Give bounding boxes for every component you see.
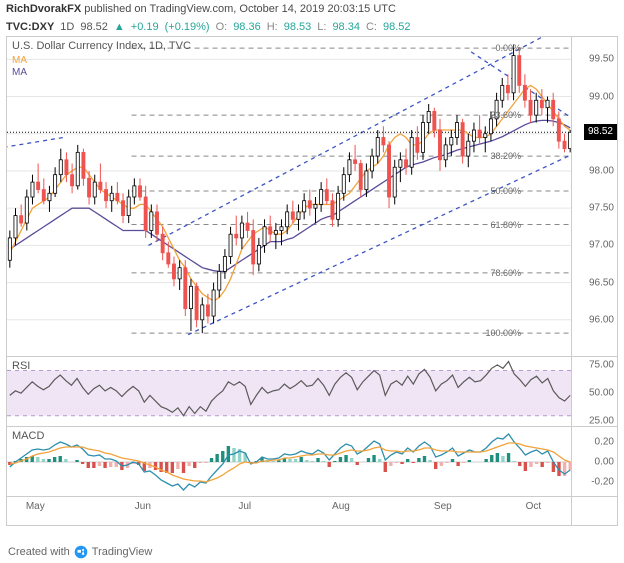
y-axis-label: 75.00 [589,359,614,370]
ohlc-l: 98.34 [332,18,360,36]
time-axis-label: Sep [434,501,452,512]
time-axis-label: Oct [526,501,542,512]
ohlc-h: 98.53 [284,18,312,36]
chart-container: RichDvorakFX published on TradingView.co… [0,0,624,563]
tradingview-logo-icon [74,545,88,559]
macd-panel[interactable]: -0.20 0.00 0.20 MACD [7,427,617,497]
publish-header: RichDvorakFX published on TradingView.co… [0,0,624,18]
last-price: 98.52 [80,18,108,36]
time-axis-label: Aug [332,501,350,512]
status-bar: TVC:DXY 1D 98.52 ▲ +0.19 (+0.19%) O: 98.3… [0,18,624,36]
y-axis-label: 96.50 [589,277,614,288]
indicator-label-ma2: MA [12,67,27,78]
time-axis-label: Jul [238,501,251,512]
ohlc-c-label: C: [366,18,377,36]
up-arrow-icon: ▲ [114,18,125,36]
y-axis-label: 0.20 [595,437,614,448]
fib-label: 38.20% [490,151,521,161]
fib-label: 100.00% [485,328,521,338]
rsi-label: RSI [12,360,30,372]
time-axis-label: Jun [135,501,151,512]
time-axis-label: May [26,501,45,512]
change: +0.19 [131,18,159,36]
y-axis-label: 0.00 [595,457,614,468]
change-pct: (+0.19%) [165,18,210,36]
fib-label: 61.80% [490,220,521,230]
y-axis-label: 25.00 [589,416,614,427]
published-on: published on TradingView.com, [84,3,236,15]
fib-label: 23.60% [490,110,521,120]
footer: Created with TradingView [8,545,152,559]
ohlc-o-label: O: [216,18,228,36]
time-axis: May Jun Jul Aug Sep Oct [7,497,617,525]
chart-frame: 0.00% 23.60% 38.20% 50.00% 61.80% 78.60% 100.0… [6,36,618,526]
y-axis-label: 96.00 [589,314,614,325]
fib-label: 0.00% [495,43,521,53]
interval: 1D [60,18,74,36]
footer-text: Created with [8,546,70,558]
footer-brand: TradingView [92,546,153,558]
y-axis-label: 99.50 [589,54,614,65]
y-axis-label: -0.20 [591,477,614,488]
last-price-tag: 98.52 [584,124,617,140]
ohlc-h-label: H: [267,18,278,36]
fib-label: 50.00% [490,186,521,196]
publish-timestamp: October 14, 2019 20:03:15 UTC [239,3,396,15]
ohlc-o: 98.36 [233,18,261,36]
symbol: TVC:DXY [6,18,54,36]
chart-title: U.S. Dollar Currency Index, 1D, TVC [12,40,191,52]
y-axis-label: 98.00 [589,165,614,176]
y-axis-label: 97.00 [589,240,614,251]
author-name: RichDvorakFX [6,3,81,15]
ohlc-c: 98.52 [383,18,411,36]
y-axis-label: 97.50 [589,203,614,214]
y-axis-label: 99.00 [589,91,614,102]
indicator-label-ma1: MA [12,55,27,66]
price-panel[interactable]: 0.00% 23.60% 38.20% 50.00% 61.80% 78.60% 100.0… [7,37,617,357]
y-axis-label: 50.00 [589,388,614,399]
rsi-panel[interactable]: 25.00 50.00 75.00 RSI [7,357,617,427]
macd-label: MACD [12,430,44,442]
ohlc-l-label: L: [317,18,326,36]
fib-label: 78.60% [490,268,521,278]
